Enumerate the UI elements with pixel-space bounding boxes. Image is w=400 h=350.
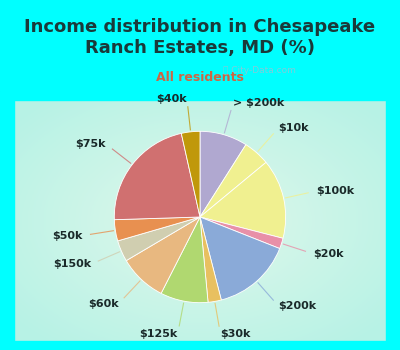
Text: Income distribution in Chesapeake
Ranch Estates, MD (%): Income distribution in Chesapeake Ranch … [24,18,376,57]
Wedge shape [200,162,286,238]
Bar [386,91,400,350]
Wedge shape [200,217,221,302]
Wedge shape [181,131,200,217]
Wedge shape [114,133,200,220]
Text: $200k: $200k [279,301,317,311]
Text: $150k: $150k [53,259,91,269]
Wedge shape [161,217,208,303]
Text: $50k: $50k [52,231,82,240]
Wedge shape [114,217,200,241]
Text: $20k: $20k [313,249,344,259]
Wedge shape [200,217,283,248]
Bar [0,341,400,350]
Wedge shape [200,217,280,300]
Bar [0,91,14,350]
Text: $60k: $60k [88,299,118,309]
Text: > $200k: > $200k [233,98,284,108]
Bar [0,91,400,100]
Text: All residents: All residents [156,71,244,84]
Text: $40k: $40k [156,94,187,104]
Wedge shape [118,217,200,261]
Wedge shape [126,217,200,293]
Text: $100k: $100k [316,186,354,196]
Text: $125k: $125k [140,329,178,339]
Text: $10k: $10k [279,123,309,133]
Wedge shape [200,131,246,217]
Text: ⓘ City-Data.com: ⓘ City-Data.com [223,66,296,75]
Text: $30k: $30k [220,329,251,339]
Text: $75k: $75k [76,139,106,149]
Wedge shape [200,145,266,217]
